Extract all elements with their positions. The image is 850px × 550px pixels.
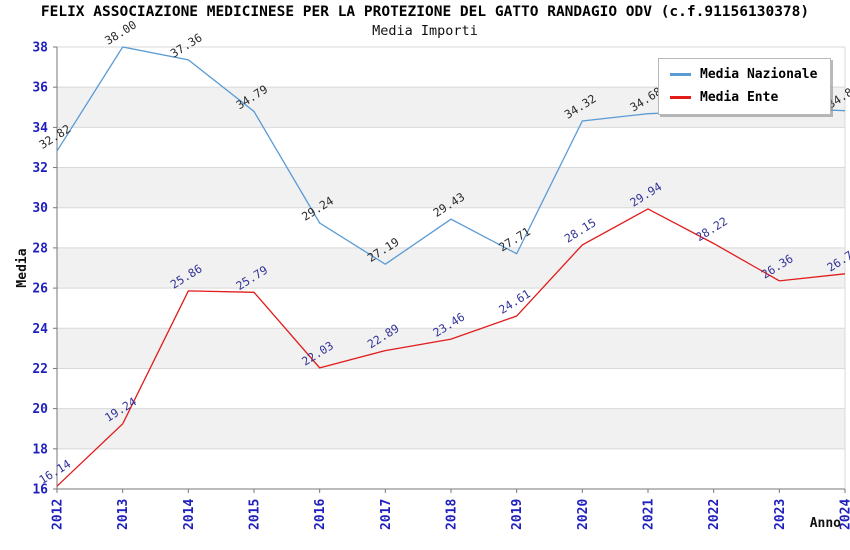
page-subtitle: Media Importi (372, 23, 478, 39)
y-tick-label: 22 (32, 362, 48, 377)
y-tick-label: 16 (32, 483, 48, 498)
y-tick-label: 36 (32, 81, 48, 96)
plot-band (57, 408, 845, 449)
y-tick-label: 28 (32, 241, 48, 256)
legend-item-media-ente: Media Ente (670, 90, 817, 105)
y-tick-label: 18 (32, 442, 48, 457)
x-tick-label: 2023 (773, 499, 788, 530)
legend-label: Media Nazionale (700, 67, 818, 82)
value-label: 28.22 (693, 214, 730, 244)
chart-legend: Media Nazionale Media Ente (658, 58, 832, 115)
value-label: 24.61 (496, 286, 533, 316)
x-tick-label: 2020 (576, 499, 591, 530)
y-axis-title: Media (15, 248, 30, 287)
x-tick-label: 2016 (313, 499, 328, 530)
x-tick-label: 2014 (182, 499, 197, 530)
legend-line-swatch (670, 73, 691, 76)
x-tick-label: 2024 (839, 499, 850, 530)
x-tick-label: 2021 (642, 499, 657, 530)
y-tick-label: 30 (32, 201, 48, 216)
value-label: 37.36 (168, 30, 205, 60)
x-tick-label: 2015 (248, 499, 263, 530)
plot-band (57, 247, 845, 289)
value-label: 28.15 (562, 215, 599, 245)
y-tick-label: 24 (32, 322, 48, 337)
plot-band (57, 328, 845, 369)
legend-line-swatch (670, 96, 691, 99)
x-tick-label: 2018 (445, 499, 460, 530)
value-label: 16.14 (36, 457, 73, 487)
legend-label: Media Ente (700, 90, 779, 105)
page-title: FELIX ASSOCIAZIONE MEDICINESE PER LA PRO… (40, 4, 810, 20)
y-tick-label: 38 (32, 41, 48, 56)
x-tick-label: 2022 (707, 499, 722, 530)
x-tick-label: 2013 (116, 499, 131, 530)
x-tick-label: 2019 (510, 499, 525, 530)
y-tick-label: 34 (32, 121, 48, 136)
y-tick-label: 26 (32, 282, 48, 297)
plot-band (57, 167, 845, 208)
x-tick-label: 2017 (379, 499, 394, 530)
y-tick-label: 32 (32, 161, 48, 176)
x-axis-title: Anno (810, 516, 841, 531)
x-tick-label: 2012 (51, 499, 66, 530)
value-label: 38.00 (102, 17, 139, 47)
series-line-media-ente (56, 208, 846, 487)
y-tick-label: 20 (32, 402, 48, 417)
legend-item-media-nazionale: Media Nazionale (670, 67, 817, 82)
